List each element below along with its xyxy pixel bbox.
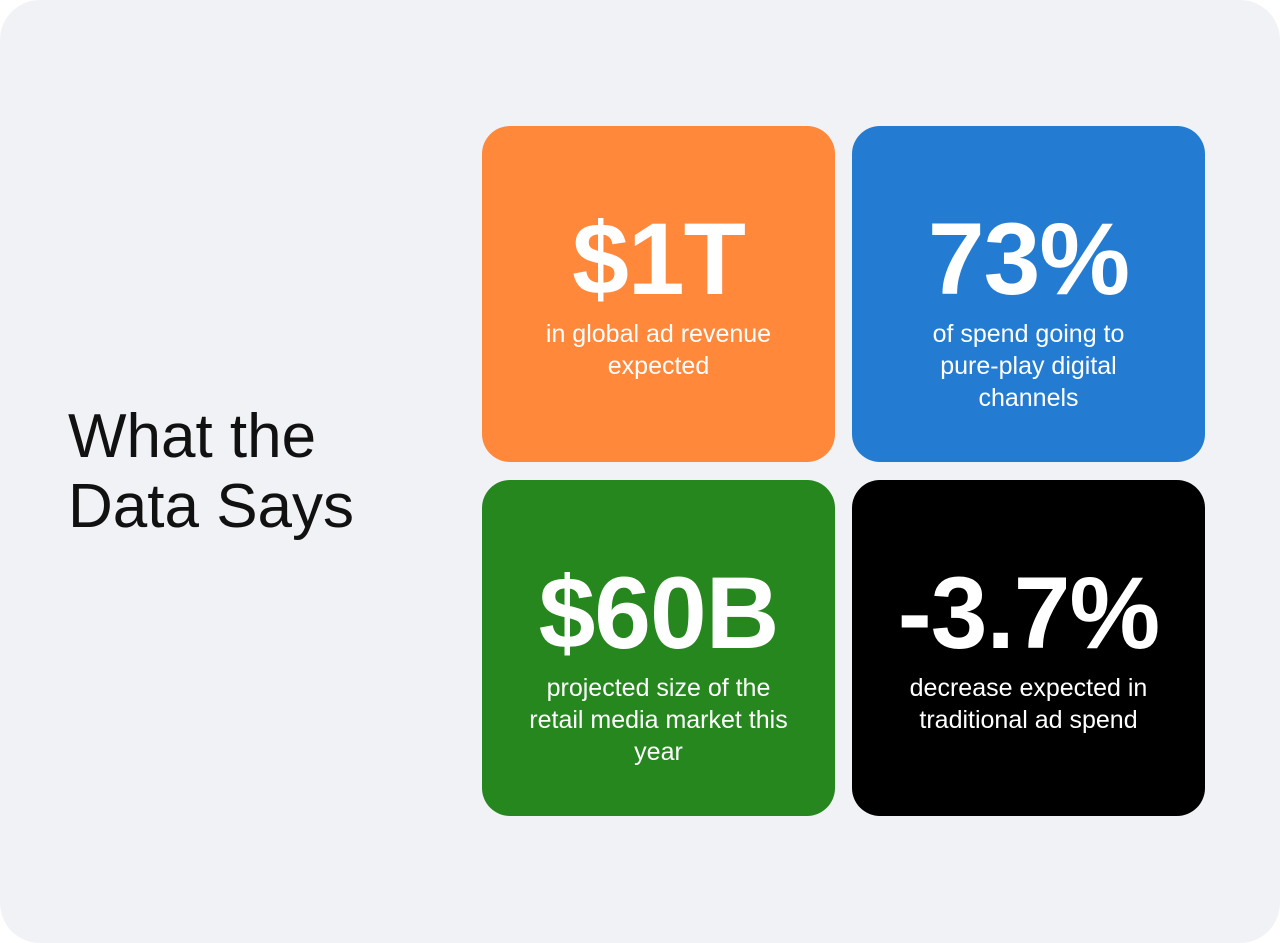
heading-line-1: What the: [68, 402, 317, 471]
stat-tile-traditional-spend: -3.7% decrease expected in traditional a…: [852, 480, 1205, 816]
stat-value: -3.7%: [897, 556, 1160, 670]
stat-description: projected size of the retail media marke…: [529, 674, 788, 766]
stat-tile-digital-spend: 73% of spend going to pure-play digital …: [852, 126, 1205, 462]
stat-value: $1T: [572, 202, 746, 316]
stat-value: $60B: [538, 556, 780, 670]
heading-line-2: Data Says: [68, 472, 355, 541]
stat-value: 73%: [927, 202, 1130, 316]
stat-description: decrease expected in traditional ad spen…: [909, 674, 1148, 734]
stat-description: in global ad revenue expected: [545, 320, 772, 380]
heading: What the Data Says: [68, 402, 354, 542]
stat-description: of spend going to pure-play digital chan…: [932, 320, 1125, 412]
stat-tile-retail-media: $60B projected size of the retail media …: [482, 480, 835, 816]
stat-tile-global-ad-revenue: $1T in global ad revenue expected: [482, 126, 835, 462]
